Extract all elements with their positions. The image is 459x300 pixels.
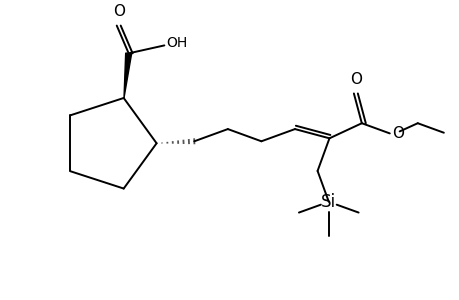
Text: OH: OH bbox=[166, 36, 187, 50]
Text: O: O bbox=[112, 4, 124, 19]
Polygon shape bbox=[124, 53, 131, 98]
Text: Si: Si bbox=[320, 193, 336, 211]
Text: O: O bbox=[391, 126, 403, 141]
Text: O: O bbox=[349, 71, 361, 86]
